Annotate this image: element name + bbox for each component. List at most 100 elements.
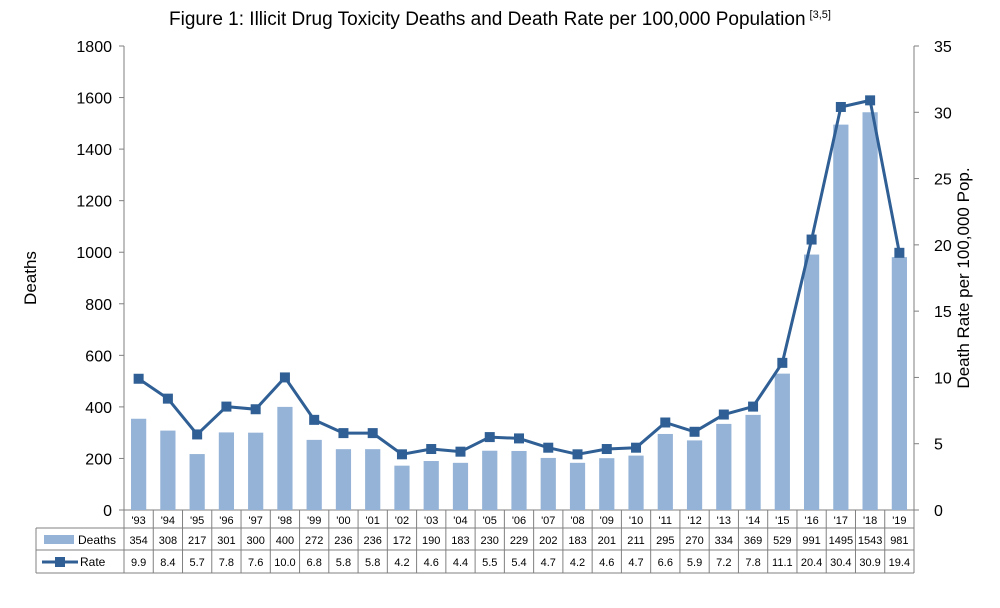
- rate-marker: [338, 428, 349, 439]
- rate-marker: [689, 426, 700, 437]
- x-tick-label: '06: [512, 515, 526, 527]
- x-tick-label: '98: [278, 515, 292, 527]
- deaths-cell: 211: [627, 535, 645, 547]
- rate-cell: 7.2: [716, 557, 731, 569]
- deaths-bar: [686, 440, 703, 510]
- deaths-cell: 236: [364, 535, 382, 547]
- x-tick-label: '04: [453, 515, 467, 527]
- x-tick-label: '10: [629, 515, 643, 527]
- deaths-bar: [803, 254, 820, 510]
- deaths-cell: 202: [539, 535, 557, 547]
- deaths-cell: 270: [685, 535, 703, 547]
- rate-cell: 10.0: [274, 557, 295, 569]
- rate-marker: [250, 404, 261, 415]
- rate-marker: [279, 372, 290, 383]
- deaths-bar: [306, 439, 322, 510]
- rate-cell: 6.6: [658, 557, 673, 569]
- y2-tick-label: 25: [934, 172, 952, 189]
- deaths-cell: 217: [188, 535, 206, 547]
- deaths-cell: 981: [890, 535, 908, 547]
- rate-marker: [133, 373, 144, 384]
- plot-area: 0 200 400 600 800 1000 1200 1400 1600 1800 0 5 10 15 2…: [76, 39, 951, 520]
- rate-marker: [514, 433, 524, 444]
- rate-marker: [162, 393, 173, 404]
- x-tick-label: '12: [687, 515, 701, 527]
- y-tick-label: 400: [85, 400, 112, 417]
- deaths-cell: 183: [451, 535, 469, 547]
- deaths-bar: [628, 455, 644, 510]
- deaths-cell: 301: [217, 535, 235, 547]
- x-tick-label: '99: [307, 515, 321, 527]
- deaths-cell: 190: [422, 535, 440, 547]
- rate-cell: 4.7: [628, 557, 643, 569]
- deaths-bar: [365, 449, 381, 510]
- rate-marker: [455, 446, 466, 457]
- x-tick-label: '95: [190, 515, 204, 527]
- x-tick-label: '09: [600, 515, 614, 527]
- y-tick-label: 600: [85, 348, 112, 365]
- y-tick-label: 1400: [76, 142, 112, 159]
- deaths-bar: [745, 414, 761, 510]
- y2-tick-label: 15: [934, 304, 952, 321]
- deaths-cell: 295: [656, 535, 674, 547]
- x-tick-label: '19: [892, 515, 906, 527]
- rate-marker: [835, 101, 846, 112]
- deaths-bar: [657, 433, 673, 510]
- rate-marker: [309, 414, 320, 425]
- deaths-bar: [335, 449, 352, 510]
- deaths-bar: [218, 432, 235, 510]
- deaths-cell: 354: [129, 535, 147, 547]
- rate-marker: [221, 401, 232, 412]
- rate-marker: [894, 247, 905, 258]
- rate-cell: 4.2: [570, 557, 585, 569]
- chart-title-superscript: [3,5]: [810, 9, 831, 21]
- rate-marker: [484, 432, 495, 443]
- deaths-cell: 529: [773, 535, 791, 547]
- y-tick-label: 1200: [76, 194, 112, 211]
- deaths-bar: [599, 458, 615, 510]
- deaths-cell: 230: [481, 535, 499, 547]
- deaths-bar: [716, 423, 732, 510]
- rate-marker: [396, 449, 407, 460]
- deaths-cell: 1495: [829, 535, 853, 547]
- rate-marker: [777, 357, 788, 368]
- rate-cell: 11.1: [772, 557, 793, 569]
- deaths-bar: [248, 432, 264, 510]
- deaths-cell: 183: [568, 535, 586, 547]
- x-tick-label: '17: [834, 515, 848, 527]
- y-tick-label: 1600: [76, 91, 112, 108]
- rate-cell: 4.6: [599, 557, 614, 569]
- rate-cell: 4.2: [394, 557, 409, 569]
- y-tick-label: 800: [85, 297, 112, 314]
- x-tick-label: '93: [131, 515, 145, 527]
- x-tick-label: '96: [219, 515, 233, 527]
- x-tick-label: '97: [248, 515, 262, 527]
- rate-cell: 7.8: [219, 557, 234, 569]
- rate-marker: [660, 417, 671, 428]
- rate-cell: 4.4: [453, 557, 468, 569]
- deaths-bar: [569, 462, 586, 510]
- rate-cell: 4.7: [541, 557, 556, 569]
- x-tick-label: '94: [161, 515, 175, 527]
- x-tick-label: '03: [424, 515, 438, 527]
- rate-marker: [718, 409, 729, 420]
- rate-cell: 9.9: [131, 557, 146, 569]
- legend-deaths-swatch: [44, 535, 74, 544]
- rate-marker: [631, 442, 642, 453]
- rate-cell: 20.4: [801, 557, 822, 569]
- rate-cell: 6.8: [307, 557, 322, 569]
- x-tick-label: '02: [395, 515, 409, 527]
- legend-rate-marker: [55, 557, 65, 567]
- deaths-bar: [394, 465, 410, 510]
- deaths-bar: [131, 418, 147, 510]
- deaths-cell: 400: [276, 535, 294, 547]
- y2-tick-label: 30: [934, 105, 952, 122]
- rate-cell: 4.6: [424, 557, 439, 569]
- deaths-bar: [511, 450, 527, 510]
- deaths-bar: [891, 257, 907, 510]
- deaths-bar: [540, 457, 556, 510]
- y2-axis-title: Death Rate per 100,000 Pop.: [954, 167, 973, 388]
- deaths-bar: [452, 462, 469, 510]
- rate-cell: 5.8: [336, 557, 351, 569]
